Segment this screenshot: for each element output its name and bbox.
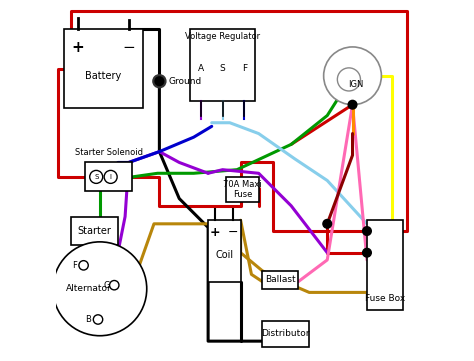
Text: IGN: IGN [348,81,364,89]
Circle shape [337,68,360,91]
Text: 70A Maxi
Fuse: 70A Maxi Fuse [223,180,262,199]
Text: S: S [94,174,99,180]
Text: F: F [242,64,247,73]
Text: Ballast: Ballast [265,275,296,284]
Text: Alternator: Alternator [66,284,112,293]
Text: A: A [198,64,204,73]
Text: Distributor: Distributor [262,330,310,338]
FancyBboxPatch shape [208,220,241,282]
FancyBboxPatch shape [85,162,132,191]
Text: I: I [109,174,112,180]
Circle shape [363,248,371,257]
Text: Battery: Battery [85,71,121,81]
Circle shape [348,100,357,109]
Circle shape [79,261,88,270]
Circle shape [153,75,166,88]
FancyBboxPatch shape [190,29,255,101]
FancyBboxPatch shape [64,29,143,108]
Text: −: − [122,40,135,55]
Circle shape [104,170,117,183]
Text: +: + [72,40,84,55]
Text: Starter: Starter [77,226,111,236]
Circle shape [363,227,371,235]
Text: −: − [228,226,238,239]
Text: Starter Solenoid: Starter Solenoid [75,148,143,157]
Circle shape [90,170,103,183]
Text: Coil: Coil [215,249,233,260]
Text: F: F [72,261,77,270]
Circle shape [53,242,147,336]
Text: B: B [85,315,91,324]
Text: +: + [210,226,221,239]
Text: Ground: Ground [168,77,201,86]
FancyBboxPatch shape [262,321,309,347]
Circle shape [155,77,164,86]
Circle shape [109,280,119,290]
Text: S: S [219,64,226,73]
Circle shape [93,315,103,324]
FancyBboxPatch shape [71,217,118,245]
Text: G: G [103,281,109,290]
FancyBboxPatch shape [262,271,298,289]
FancyBboxPatch shape [226,177,259,202]
Circle shape [324,47,382,105]
Text: Fuse Box: Fuse Box [365,294,405,303]
Circle shape [323,219,332,228]
Text: Voltage Regulator: Voltage Regulator [185,32,260,42]
FancyBboxPatch shape [367,220,403,310]
